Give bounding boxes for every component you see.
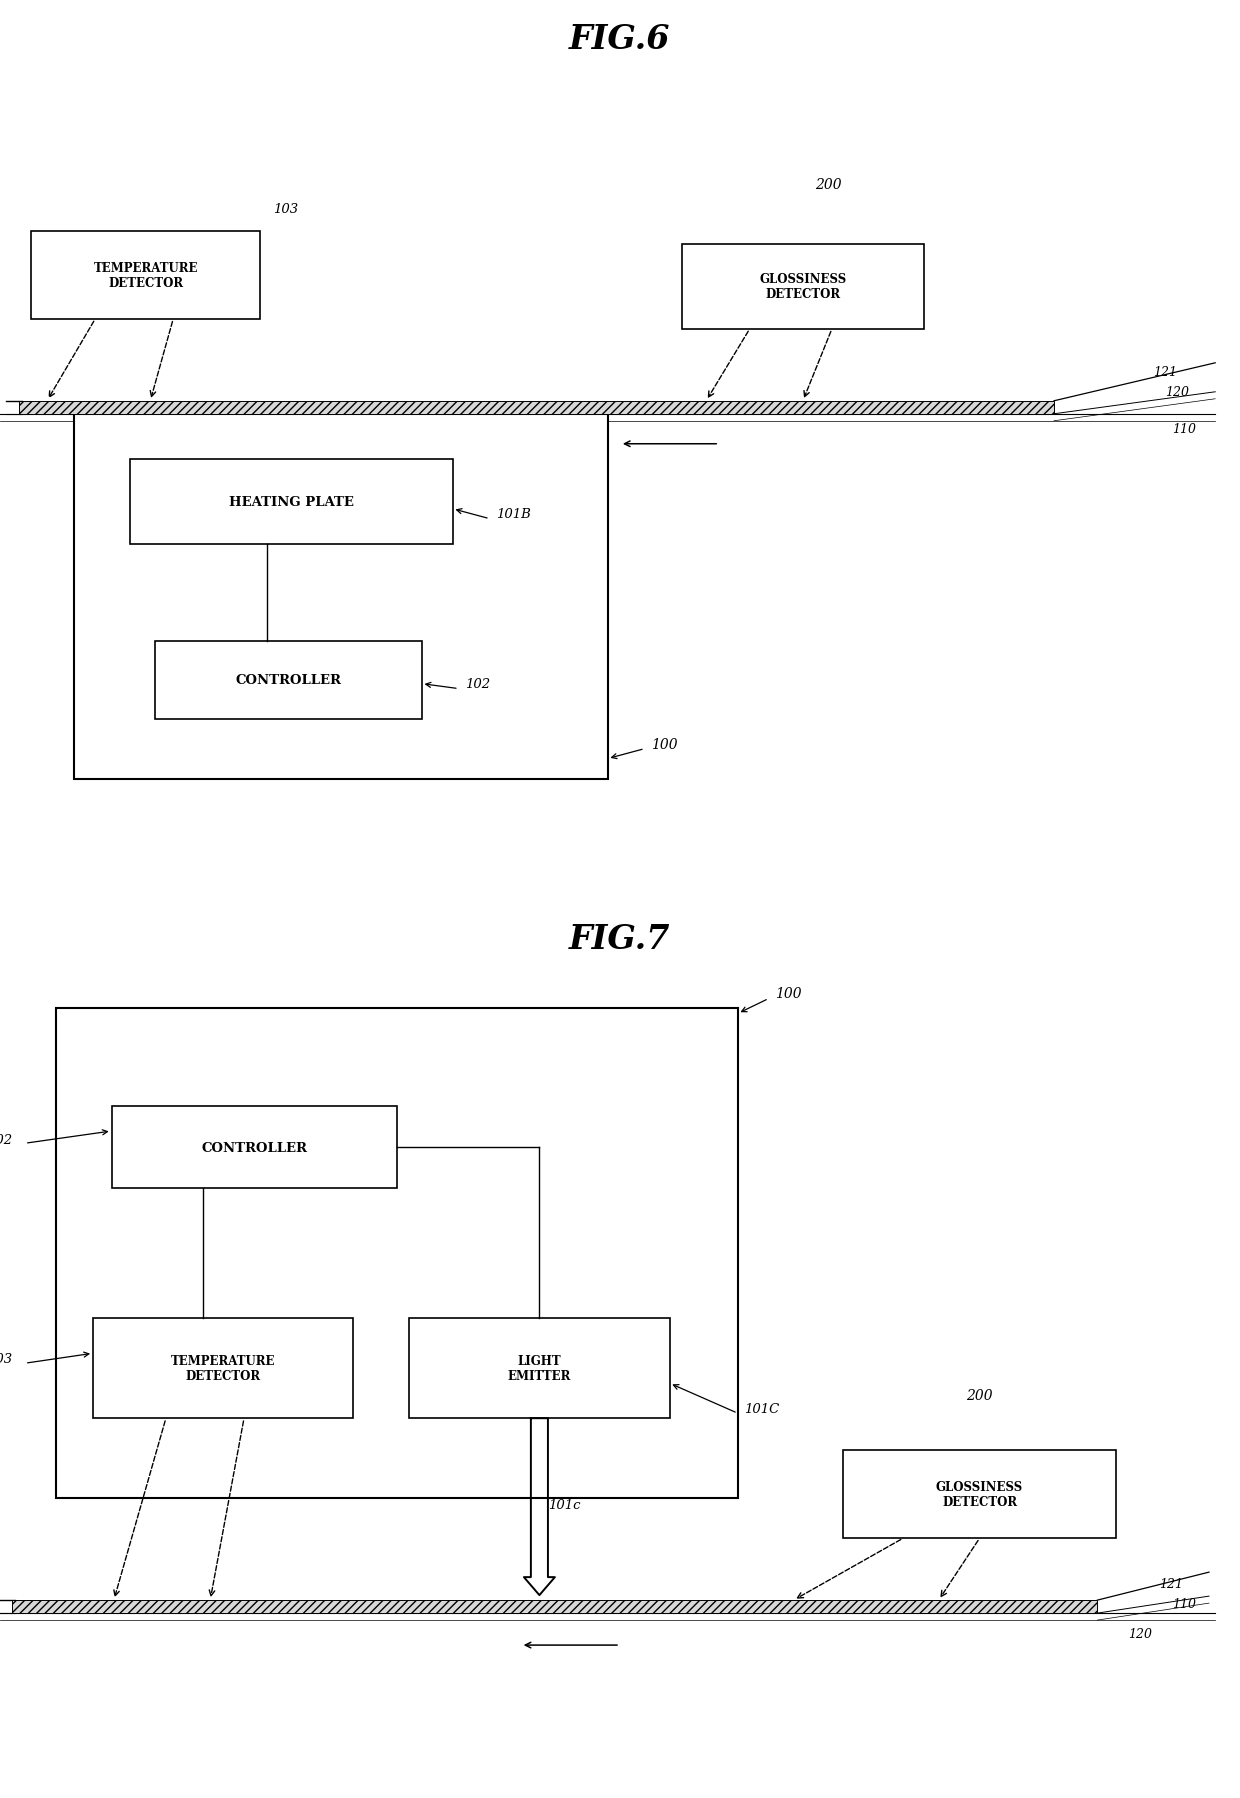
Bar (112, 1108, 397, 1188)
Text: 200: 200 (815, 178, 842, 192)
Text: 101C: 101C (744, 1402, 779, 1415)
Text: 110: 110 (1172, 423, 1195, 437)
Bar (843, 1451, 1116, 1539)
Bar (56, 1009, 738, 1498)
Text: LIGHT
EMITTER: LIGHT EMITTER (507, 1354, 572, 1383)
Text: TEMPERATURE
DETECTOR: TEMPERATURE DETECTOR (93, 263, 198, 289)
Text: CONTROLLER: CONTROLLER (201, 1142, 308, 1154)
Text: 121: 121 (1153, 367, 1177, 379)
Bar (19, 401, 1054, 415)
Text: 121: 121 (1159, 1577, 1183, 1589)
Text: 102: 102 (465, 678, 490, 690)
Bar (93, 1318, 353, 1419)
Text: 101B: 101B (496, 507, 531, 521)
Bar (409, 1318, 670, 1419)
Bar (682, 245, 924, 329)
Text: GLOSSINESS
DETECTOR: GLOSSINESS DETECTOR (759, 273, 847, 302)
Bar (74, 415, 608, 779)
Text: 100: 100 (775, 987, 801, 1001)
Text: TEMPERATURE
DETECTOR: TEMPERATURE DETECTOR (171, 1354, 275, 1383)
Bar (31, 232, 260, 320)
Text: GLOSSINESS
DETECTOR: GLOSSINESS DETECTOR (936, 1480, 1023, 1509)
Text: 120: 120 (1128, 1627, 1152, 1640)
Text: 200: 200 (966, 1388, 992, 1402)
Text: 100: 100 (651, 737, 677, 752)
Bar (130, 460, 453, 545)
Text: CONTROLLER: CONTROLLER (236, 674, 341, 687)
Text: 110: 110 (1172, 1597, 1195, 1609)
Text: 103: 103 (273, 203, 298, 216)
Text: 103: 103 (0, 1352, 12, 1365)
Bar (12, 1600, 1097, 1613)
Text: FIG.7: FIG.7 (569, 922, 671, 955)
Text: 102: 102 (0, 1133, 12, 1145)
Bar (155, 642, 422, 719)
Text: 120: 120 (1166, 387, 1189, 399)
Text: 101c: 101c (548, 1498, 580, 1510)
Text: FIG.6: FIG.6 (569, 23, 671, 56)
Text: HEATING PLATE: HEATING PLATE (229, 496, 353, 509)
